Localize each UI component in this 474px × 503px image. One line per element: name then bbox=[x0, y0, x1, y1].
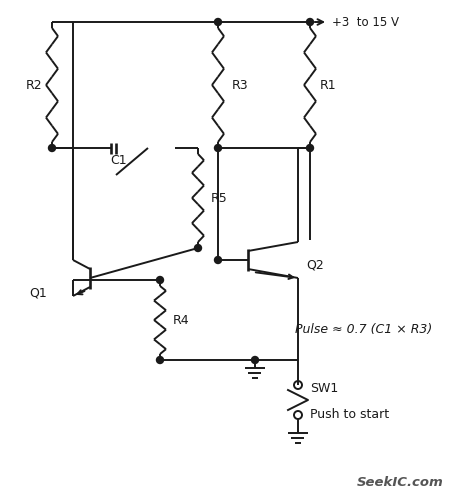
Text: Q2: Q2 bbox=[306, 259, 324, 272]
Text: C1: C1 bbox=[110, 154, 127, 167]
Circle shape bbox=[48, 144, 55, 151]
Text: Push to start: Push to start bbox=[310, 408, 389, 422]
Circle shape bbox=[194, 244, 201, 252]
Text: +3  to 15 V: +3 to 15 V bbox=[332, 16, 399, 29]
Circle shape bbox=[215, 19, 221, 26]
Text: R5: R5 bbox=[211, 192, 228, 205]
Text: R1: R1 bbox=[320, 78, 337, 92]
Text: Pulse ≈ 0.7 (C1 × R3): Pulse ≈ 0.7 (C1 × R3) bbox=[295, 323, 432, 337]
Text: R2: R2 bbox=[26, 78, 42, 92]
Circle shape bbox=[252, 357, 258, 364]
Circle shape bbox=[156, 357, 164, 364]
Circle shape bbox=[307, 144, 313, 151]
Text: Q1: Q1 bbox=[29, 286, 47, 299]
Circle shape bbox=[215, 144, 221, 151]
Text: SW1: SW1 bbox=[310, 382, 338, 395]
Circle shape bbox=[215, 257, 221, 264]
Text: SeekIC.com: SeekIC.com bbox=[356, 475, 443, 488]
Circle shape bbox=[156, 277, 164, 284]
Circle shape bbox=[307, 19, 313, 26]
Text: R4: R4 bbox=[173, 313, 190, 326]
Text: R3: R3 bbox=[232, 78, 249, 92]
